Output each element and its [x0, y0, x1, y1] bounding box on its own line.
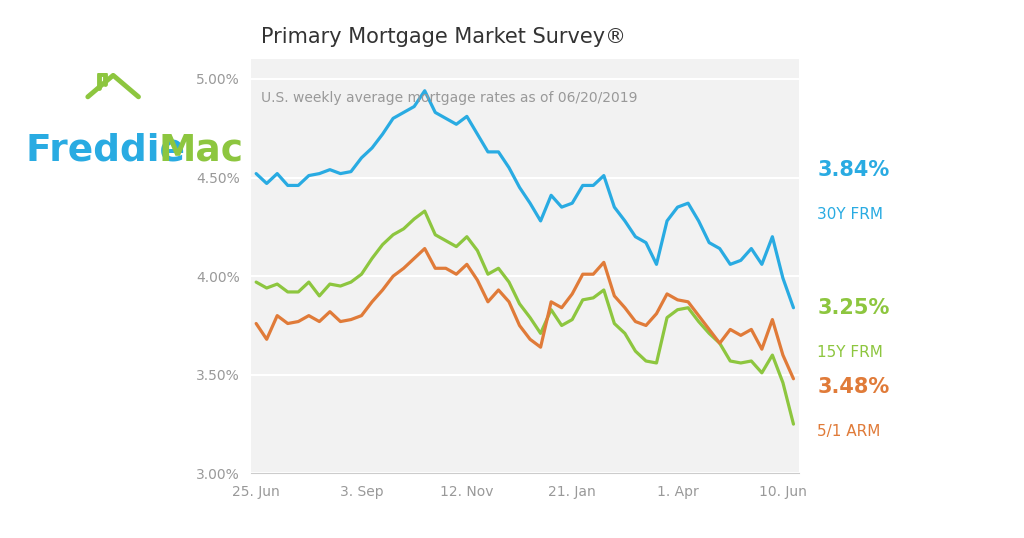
Text: 3.84%: 3.84%: [817, 160, 890, 180]
Text: Primary Mortgage Market Survey®: Primary Mortgage Market Survey®: [261, 27, 626, 47]
Text: 3.48%: 3.48%: [817, 377, 890, 397]
Text: 15Y FRM: 15Y FRM: [817, 345, 883, 360]
Text: 5/1 ARM: 5/1 ARM: [817, 424, 881, 439]
Text: 30Y FRM: 30Y FRM: [817, 207, 883, 222]
Text: Mac: Mac: [159, 133, 244, 168]
Text: Freddie: Freddie: [26, 133, 198, 168]
Text: U.S. weekly average mortgage rates as of 06/20/2019: U.S. weekly average mortgage rates as of…: [261, 91, 638, 105]
Text: 3.25%: 3.25%: [817, 298, 890, 318]
